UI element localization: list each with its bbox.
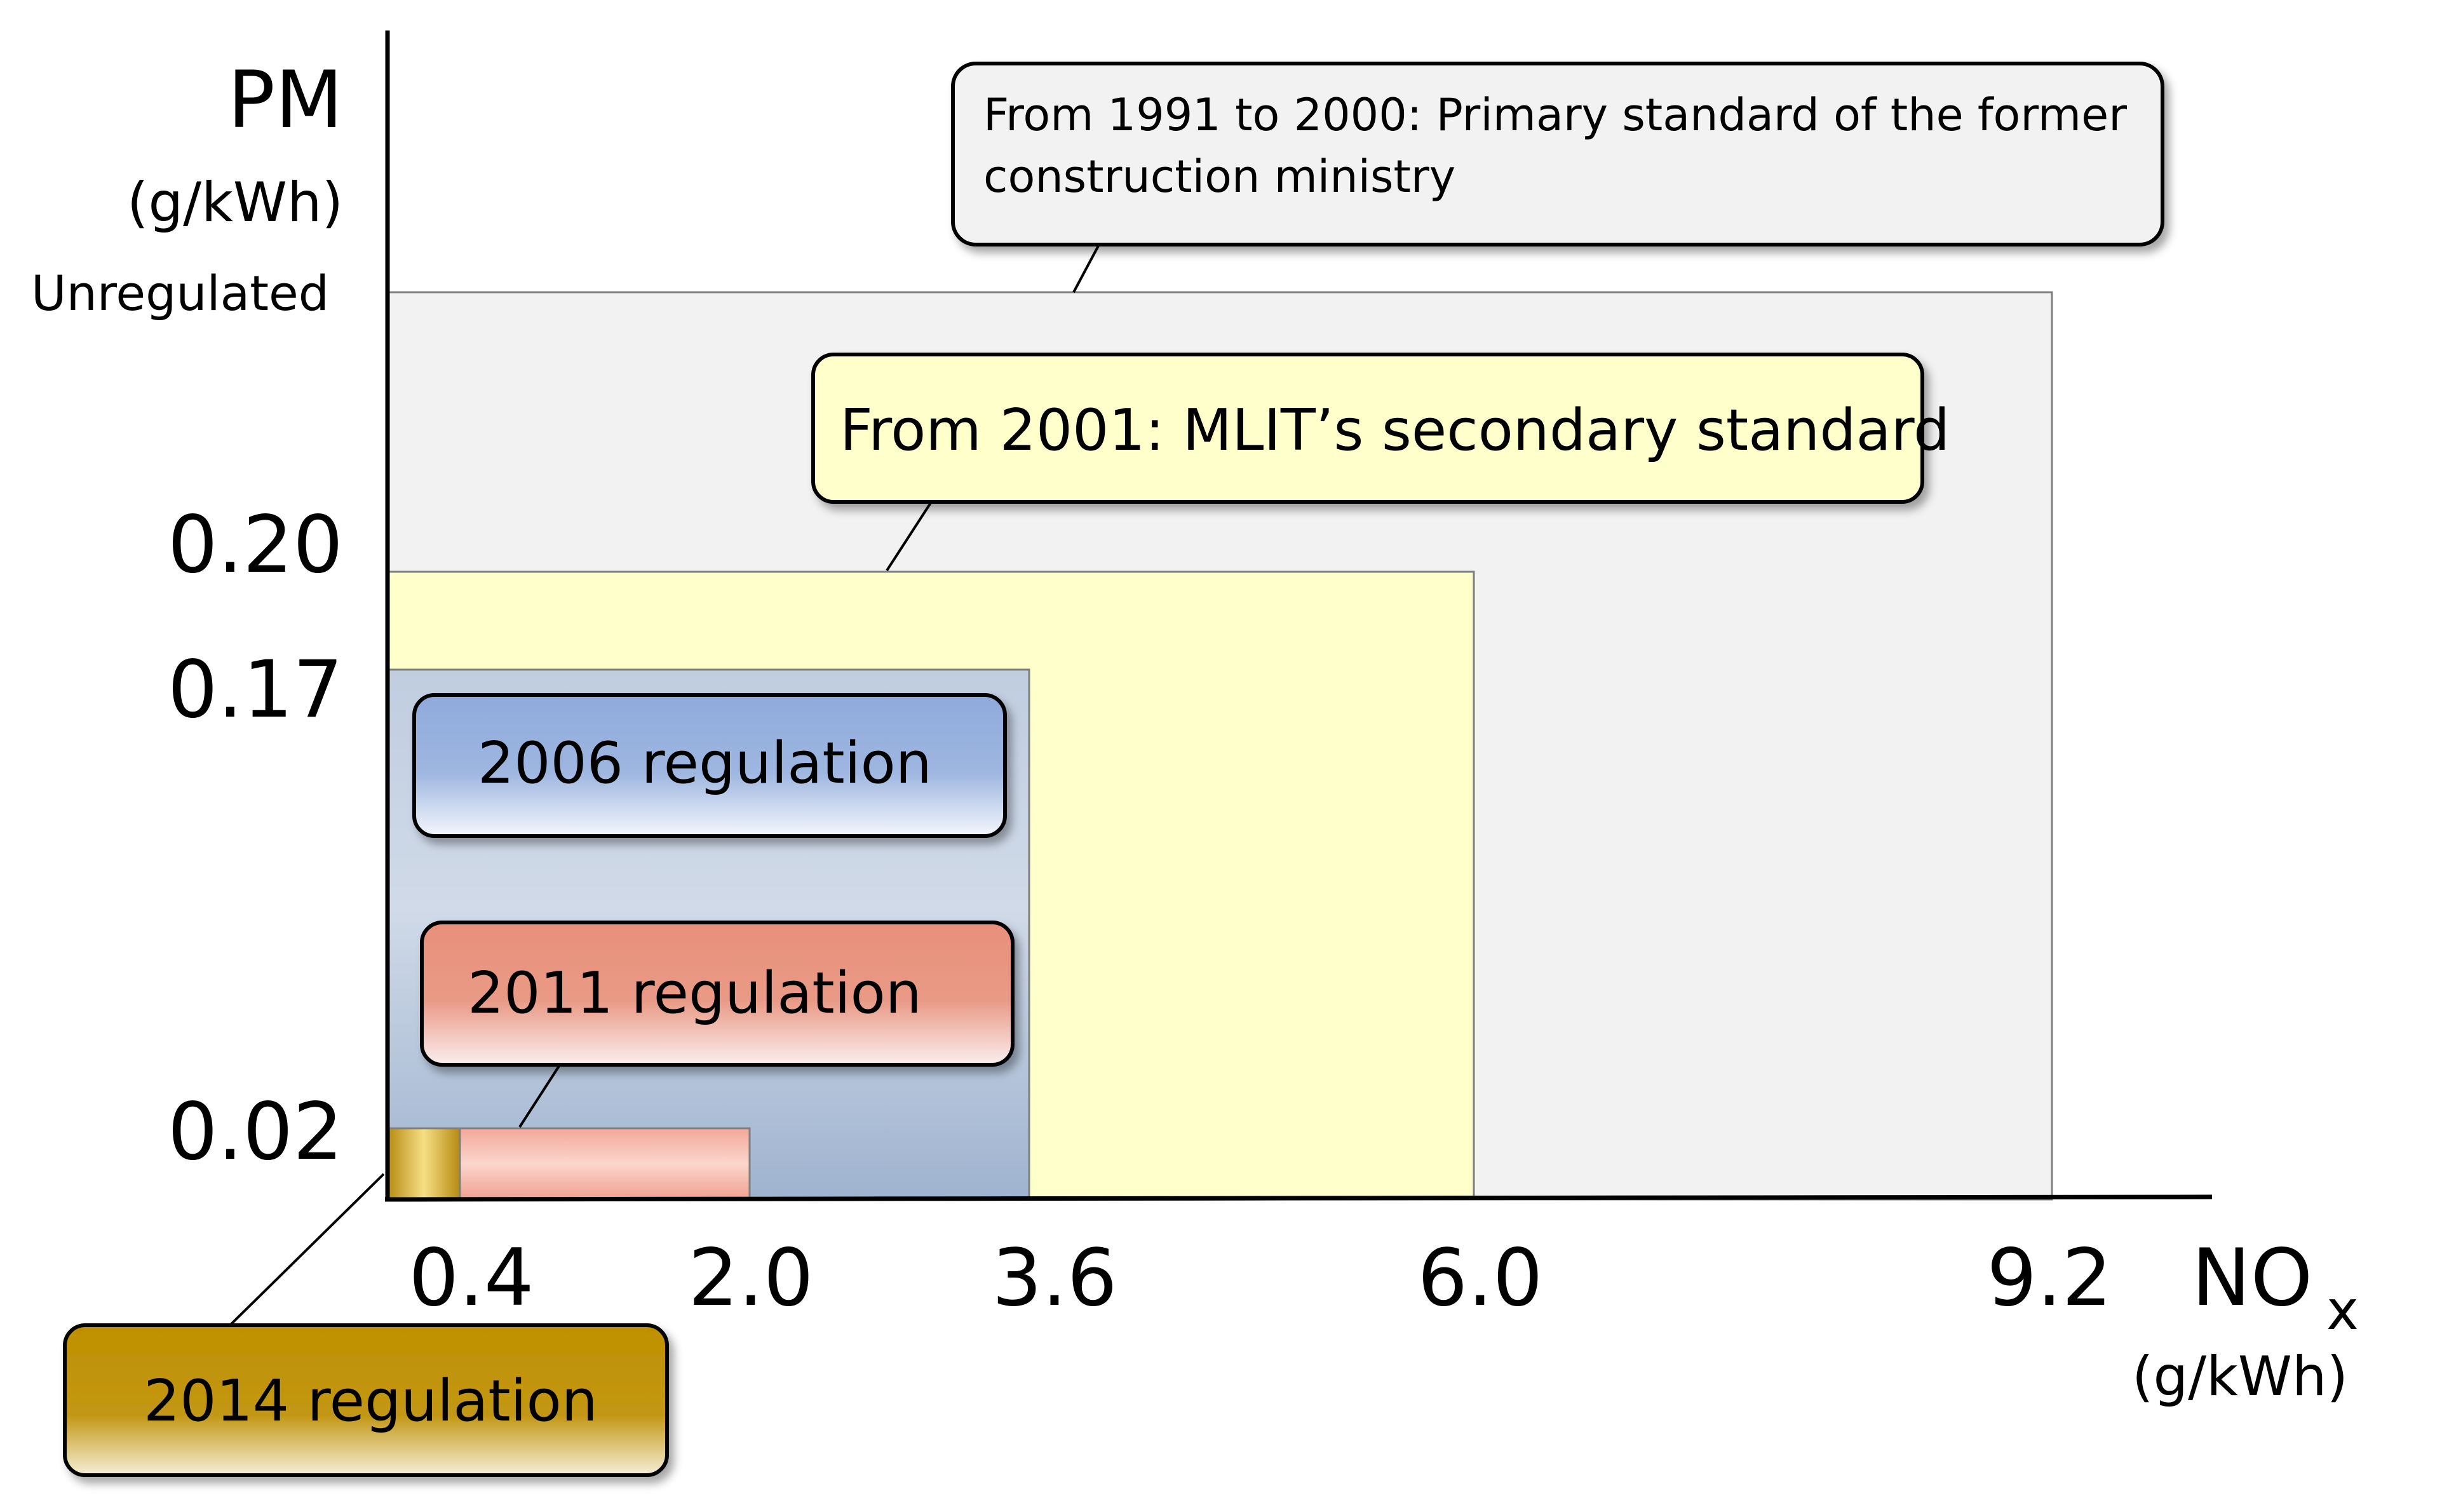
- reg2006-callout: [412, 693, 1007, 838]
- reg2014-callout-pointer: [227, 1173, 385, 1328]
- reg2011-callout-pointer: [518, 1065, 560, 1128]
- reg2014-callout: [63, 1323, 669, 1477]
- y-tick-label: 0.17: [168, 644, 343, 736]
- reg2006-callout-label: 2006 regulation: [478, 730, 932, 797]
- primary-standard-callout-line2: construction ministry: [983, 151, 1455, 203]
- x-tick-label: 6.0: [1417, 1232, 1542, 1324]
- y-tick-label: 0.20: [168, 499, 343, 591]
- reg2011-callout: [420, 921, 1015, 1067]
- x-tick-label: 0.4: [408, 1232, 534, 1324]
- reg2014-callout-label: 2014 regulation: [144, 1368, 598, 1434]
- primary-standard-callout-line1: From 1991 to 2000: Primary standard of t…: [983, 89, 2127, 141]
- secondary-standard-callout-label: From 2001: MLIT’s secondary standard: [840, 397, 1950, 464]
- x-tick-label: 2.0: [688, 1232, 813, 1324]
- primary-standard-callout: [951, 62, 2164, 246]
- x-axis-title: NO: [2192, 1232, 2312, 1324]
- y-axis-unit: (g/kWh): [127, 171, 343, 234]
- x-axis-unit: (g/kWh): [2132, 1345, 2348, 1408]
- reg2011-callout-label: 2011 regulation: [468, 960, 922, 1027]
- x-axis-line: [384, 1194, 2213, 1202]
- x-axis-title-subscript: x: [2326, 1279, 2359, 1342]
- primary-callout-pointer: [1072, 244, 1100, 293]
- secondary-callout-pointer: [886, 501, 933, 572]
- secondary-standard-callout: [811, 353, 1924, 504]
- reg2014-region: [386, 1127, 461, 1201]
- x-tick-label: 3.6: [992, 1232, 1117, 1324]
- y-axis-title: PM: [227, 55, 343, 146]
- y-unregulated-label: Unregulated: [31, 265, 329, 321]
- x-tick-label: 9.2: [1987, 1232, 2112, 1324]
- y-tick-label: 0.02: [168, 1086, 343, 1178]
